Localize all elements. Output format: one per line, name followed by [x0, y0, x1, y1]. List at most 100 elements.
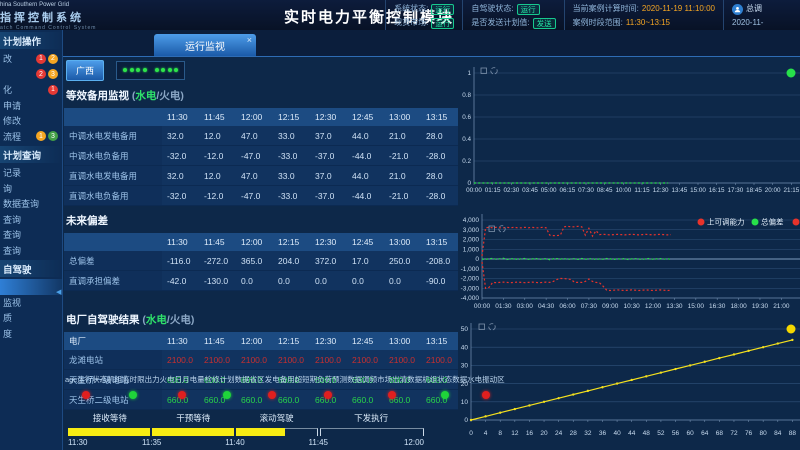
svg-text:07:30: 07:30 — [581, 303, 598, 310]
column-header-time: 12:15 — [273, 108, 310, 126]
notification-badge: 1 — [36, 53, 46, 64]
svg-text:21:00: 21:00 — [773, 303, 790, 310]
timeline-tick-label: 11:30 — [68, 438, 88, 447]
cell-value: 372.0 — [310, 251, 347, 271]
svg-text:-1,000: -1,000 — [461, 266, 480, 273]
svg-text:-3,000: -3,000 — [461, 285, 480, 292]
sidebar-item[interactable]: 查询 — [0, 243, 62, 259]
row-label: 直调水电负备用 — [64, 185, 162, 206]
svg-text:4: 4 — [484, 430, 488, 437]
column-header-time: 13:15 — [421, 233, 458, 251]
notification-badge: 1 — [36, 131, 46, 142]
cell-value: 0.0 — [236, 270, 273, 291]
chart-toolbar-icons[interactable] — [480, 67, 498, 75]
user-name: 总调 — [746, 4, 762, 13]
svg-text:12:00: 12:00 — [645, 303, 662, 310]
status-group-system: 系统状态: 运行 现货市场: 运行 — [385, 0, 462, 30]
svg-text:68: 68 — [716, 430, 724, 437]
status-indicator: 水电振动区 — [467, 374, 505, 399]
sidebar-item[interactable]: 申请 — [0, 98, 62, 114]
cell-value: -32.0 — [162, 145, 199, 166]
sidebar-item[interactable]: 记录 — [0, 165, 62, 181]
timeline-track — [320, 428, 425, 436]
svg-text:11:15: 11:15 — [634, 187, 650, 194]
sidebar-item[interactable]: 数据查询 — [0, 196, 62, 212]
sidebar-collapse-icon[interactable]: ◀ — [56, 289, 62, 296]
green-led-icon — [123, 68, 127, 72]
sidebar-item[interactable]: 度 — [0, 326, 62, 342]
sidebar-item[interactable]: 查询 — [0, 212, 62, 228]
led-group — [154, 68, 178, 72]
chart2[interactable]: 4,000 3,000 2,000 1,000 0 -1,000 -2,000 -3,000 -… — [455, 212, 800, 316]
chart-toolbar-icons[interactable] — [478, 323, 496, 331]
svg-text:10:00: 10:00 — [615, 187, 631, 194]
user-area[interactable]: 总调 2020-11- — [723, 0, 800, 30]
svg-text:36: 36 — [599, 430, 607, 437]
spot-market-badge: 运行 — [431, 17, 455, 29]
svg-text:2,000: 2,000 — [463, 237, 480, 244]
tab-bar: 运行监视 × — [62, 30, 800, 57]
sidebar-item[interactable]: 询 — [0, 181, 62, 197]
timeline-segment — [152, 428, 235, 436]
tab-operation-monitor[interactable]: 运行监视 × — [154, 34, 256, 56]
column-header-time: 11:30 — [162, 108, 199, 126]
brand-logo: ❋ China Southern Power Grid 度指挥控制系统 Disp… — [0, 1, 246, 31]
sidebar-item-label: 自驾驶 — [3, 264, 32, 276]
region-row: 广西 — [62, 56, 460, 81]
svg-text:4,000: 4,000 — [463, 217, 480, 224]
svg-text:0.2: 0.2 — [462, 158, 471, 165]
row-label: 总偏差 — [64, 251, 162, 271]
cell-value: -12.0 — [199, 185, 236, 206]
chart-toolbar-icons[interactable] — [488, 225, 506, 233]
sidebar-item-label: 申请 — [3, 100, 22, 111]
svg-text:06:15: 06:15 — [559, 187, 575, 194]
svg-text:80: 80 — [760, 430, 768, 437]
indicator-label: 水电振动区 — [467, 375, 505, 384]
tab-label: 运行监视 — [185, 41, 225, 53]
column-header-time: 11:45 — [199, 108, 236, 126]
sidebar-item-label: 询 — [3, 183, 13, 194]
led-group — [123, 68, 147, 72]
title-text: 未来偏差 — [66, 215, 108, 227]
cell-value: -37.0 — [310, 145, 347, 166]
sidebar-item[interactable] — [0, 279, 62, 295]
sidebar-item-label: 查询 — [3, 214, 22, 225]
svg-text:20: 20 — [540, 430, 548, 437]
sidebar-section: 自驾驶 — [0, 260, 62, 277]
cell-value: 660.0 — [421, 389, 458, 410]
sidebar-item[interactable]: 修改 — [0, 113, 62, 129]
cell-value: 32.0 — [162, 165, 199, 186]
cell-value: 600.0 — [384, 369, 421, 390]
notification-badge: 1 — [48, 84, 58, 95]
sidebar-item[interactable]: 流程 1 3 — [0, 129, 62, 145]
svg-text:10: 10 — [461, 399, 469, 406]
region-button-guangxi[interactable]: 广西 — [66, 59, 104, 81]
row-label: 直调承担偏差 — [64, 270, 162, 291]
cell-value: 2100.0 — [273, 350, 310, 370]
sidebar-item[interactable]: 查询 — [0, 227, 62, 243]
sidebar-item-label: 流程 — [3, 131, 22, 142]
sidebar-item[interactable]: 监视 — [0, 295, 62, 311]
timeline: 接收等待 干预等待 滚动驾驶 下发执行 11:30 11:35 11:40 11:45 12:… — [68, 412, 425, 448]
svg-text:16:30: 16:30 — [709, 303, 726, 310]
cell-value: -12.0 — [199, 145, 236, 166]
table2-title: 未来偏差 — [62, 206, 460, 233]
sidebar-item-label: 度 — [3, 328, 13, 339]
green-led-icon — [154, 68, 159, 72]
cell-value: -90.0 — [421, 270, 458, 291]
row-label: 天生桥一级电站 — [64, 369, 162, 390]
indicator-label: 火电日月电量 — [159, 375, 205, 384]
svg-text:06:00: 06:00 — [559, 303, 576, 310]
sidebar-item[interactable]: 质 — [0, 310, 62, 326]
svg-text:60: 60 — [687, 430, 695, 437]
user-avatar-icon[interactable] — [732, 3, 743, 15]
page-title: 实时电力平衡控制模块 — [284, 9, 455, 26]
column-header-time: 13:15 — [421, 332, 458, 350]
tab-close-icon[interactable]: × — [246, 35, 252, 45]
